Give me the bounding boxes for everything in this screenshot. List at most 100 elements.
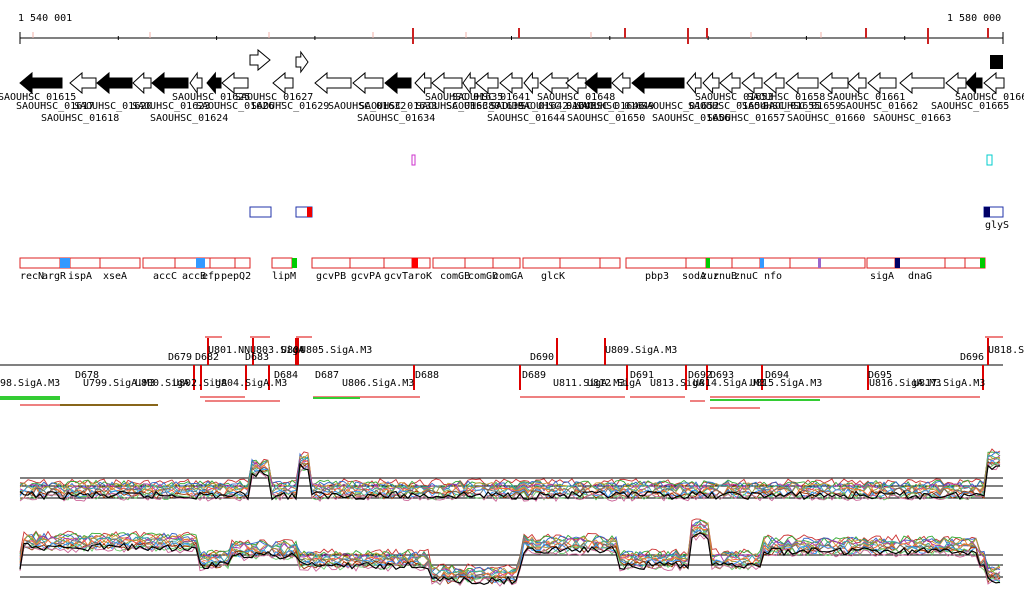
- annotation-label: D687: [315, 370, 339, 381]
- domain-highlight: [292, 258, 297, 268]
- domain-segment: [559, 257, 601, 269]
- domain-highlight: [412, 258, 418, 268]
- annotation-label: U806.SigA.M3: [342, 378, 414, 389]
- domain-segment: [894, 257, 946, 269]
- gene-label: SAOUHSC_01643: [518, 101, 596, 112]
- domain-label: accC: [153, 271, 177, 282]
- gene-label: SAOUHSC_01664: [955, 92, 1024, 103]
- expression-line: [19, 527, 1001, 582]
- domain-segment: [142, 257, 176, 269]
- gene-arrow: [983, 71, 1005, 95]
- domain-highlight: [706, 258, 710, 268]
- domain-highlight: [895, 258, 900, 268]
- domain-segment: [522, 257, 561, 269]
- expression-line: [19, 532, 1001, 586]
- gene-label: SAOUHSC_01633: [359, 101, 437, 112]
- annotation-label: U816.SigA.M3: [869, 378, 941, 389]
- domain-label: comGA: [493, 271, 523, 282]
- gene-arrow: [584, 71, 612, 95]
- gene-arrow: [719, 71, 741, 95]
- annotation-label: U804: [281, 345, 305, 356]
- gene-label: SAOUHSC_01646: [566, 101, 644, 112]
- gene-label: SAOUHSC_01627: [235, 92, 313, 103]
- gene-label: SAOUHSC_01657: [707, 113, 785, 124]
- annotation-label: D692: [688, 370, 712, 381]
- domain-segment: [819, 257, 866, 269]
- annotation-label: U809.SigA.M3: [605, 345, 677, 356]
- gene-arrow: [899, 71, 945, 95]
- gene-label: SAOUHSC_01617: [16, 101, 94, 112]
- domain-label: pepQ2: [221, 271, 251, 282]
- annotation-label: U815.SigA.M3: [750, 378, 822, 389]
- domain-segment: [464, 257, 494, 269]
- gene-arrow: [295, 50, 309, 74]
- domain-segment: [685, 257, 707, 269]
- gene-label: SAOUHSC_01623: [132, 101, 210, 112]
- gene-label: SAOUHSC_01654: [688, 101, 766, 112]
- gene-arrow: [819, 71, 849, 95]
- annotation-label: U812.SigA: [587, 378, 641, 389]
- annotation-label: D684: [274, 370, 298, 381]
- gene-arrow: [945, 71, 967, 95]
- gene-arrow: [847, 71, 867, 95]
- gene-label: SAOUHSC_01635: [425, 92, 503, 103]
- gene-arrow: [523, 71, 539, 95]
- annotation-label: 98.SigA.M3: [0, 378, 60, 389]
- gene-arrow: [69, 71, 97, 95]
- domain-segment: [349, 257, 385, 269]
- domain-segment: [492, 257, 521, 269]
- gene-arrow: [221, 71, 249, 95]
- annotation-label: U817.SigA.M3: [913, 378, 985, 389]
- domain-label: zur: [701, 271, 719, 282]
- feature-cyan-mark: [986, 154, 993, 166]
- domain-segment: [69, 257, 101, 269]
- gene-arrow: [189, 71, 203, 95]
- gene-label: SAOUHSC_01638: [416, 101, 494, 112]
- gene-arrow: [611, 71, 631, 95]
- domain-segment: [944, 257, 966, 269]
- gene-label: SAOUHSC_01624: [150, 113, 228, 124]
- expression-line: [19, 526, 1001, 580]
- domain-label: gcvT: [384, 271, 408, 282]
- gene-arrow: [249, 48, 271, 72]
- feature-label-glys: glyS: [985, 220, 1009, 231]
- domain-label: pbp3: [645, 271, 669, 282]
- gene-arrow: [499, 71, 523, 95]
- annotation-label: D682: [195, 352, 219, 363]
- annotation-label: D693: [710, 370, 734, 381]
- domain-label: xseA: [103, 271, 127, 282]
- gene-label: SAOUHSC_01634: [357, 113, 435, 124]
- domain-segment: [234, 257, 251, 269]
- gene-label: SAOUHSC_01661: [827, 92, 905, 103]
- domain-label: znuB: [713, 271, 737, 282]
- gene-label: SAOUHSC_01641: [452, 92, 530, 103]
- domain-highlight: [980, 258, 985, 268]
- domain-segment: [625, 257, 687, 269]
- gene-label: SAOUHSC_01653: [695, 92, 773, 103]
- domain-label: recN: [20, 271, 44, 282]
- annotation-label: U803.SigA: [250, 345, 304, 356]
- annotation-label: D688: [415, 370, 439, 381]
- gene-label: SAOUHSC_01642: [490, 101, 568, 112]
- gene-arrow: [151, 71, 189, 95]
- annotation-label: U804.SigA.M3: [215, 378, 287, 389]
- domain-segment: [19, 257, 61, 269]
- annotation-label: D695: [868, 370, 892, 381]
- gene-arrow: [763, 71, 785, 95]
- gene-label: SAOUHSC_01649: [576, 101, 654, 112]
- gene-label: SAOUHSC_01656: [652, 113, 730, 124]
- gene-arrow: [414, 71, 432, 95]
- domain-label: ispA: [68, 271, 92, 282]
- expression-line: [19, 452, 1001, 492]
- domain-label: glcK: [541, 271, 565, 282]
- gene-arrow: [539, 71, 569, 95]
- gene-arrow: [352, 71, 384, 95]
- domain-segment: [789, 257, 821, 269]
- gene-label: SAOUHSC_01665: [931, 101, 1009, 112]
- expression-line: [19, 526, 1001, 581]
- gene-arrow: [431, 71, 463, 95]
- domain-segment: [209, 257, 236, 269]
- gene-label: SAOUHSC_01655: [742, 101, 820, 112]
